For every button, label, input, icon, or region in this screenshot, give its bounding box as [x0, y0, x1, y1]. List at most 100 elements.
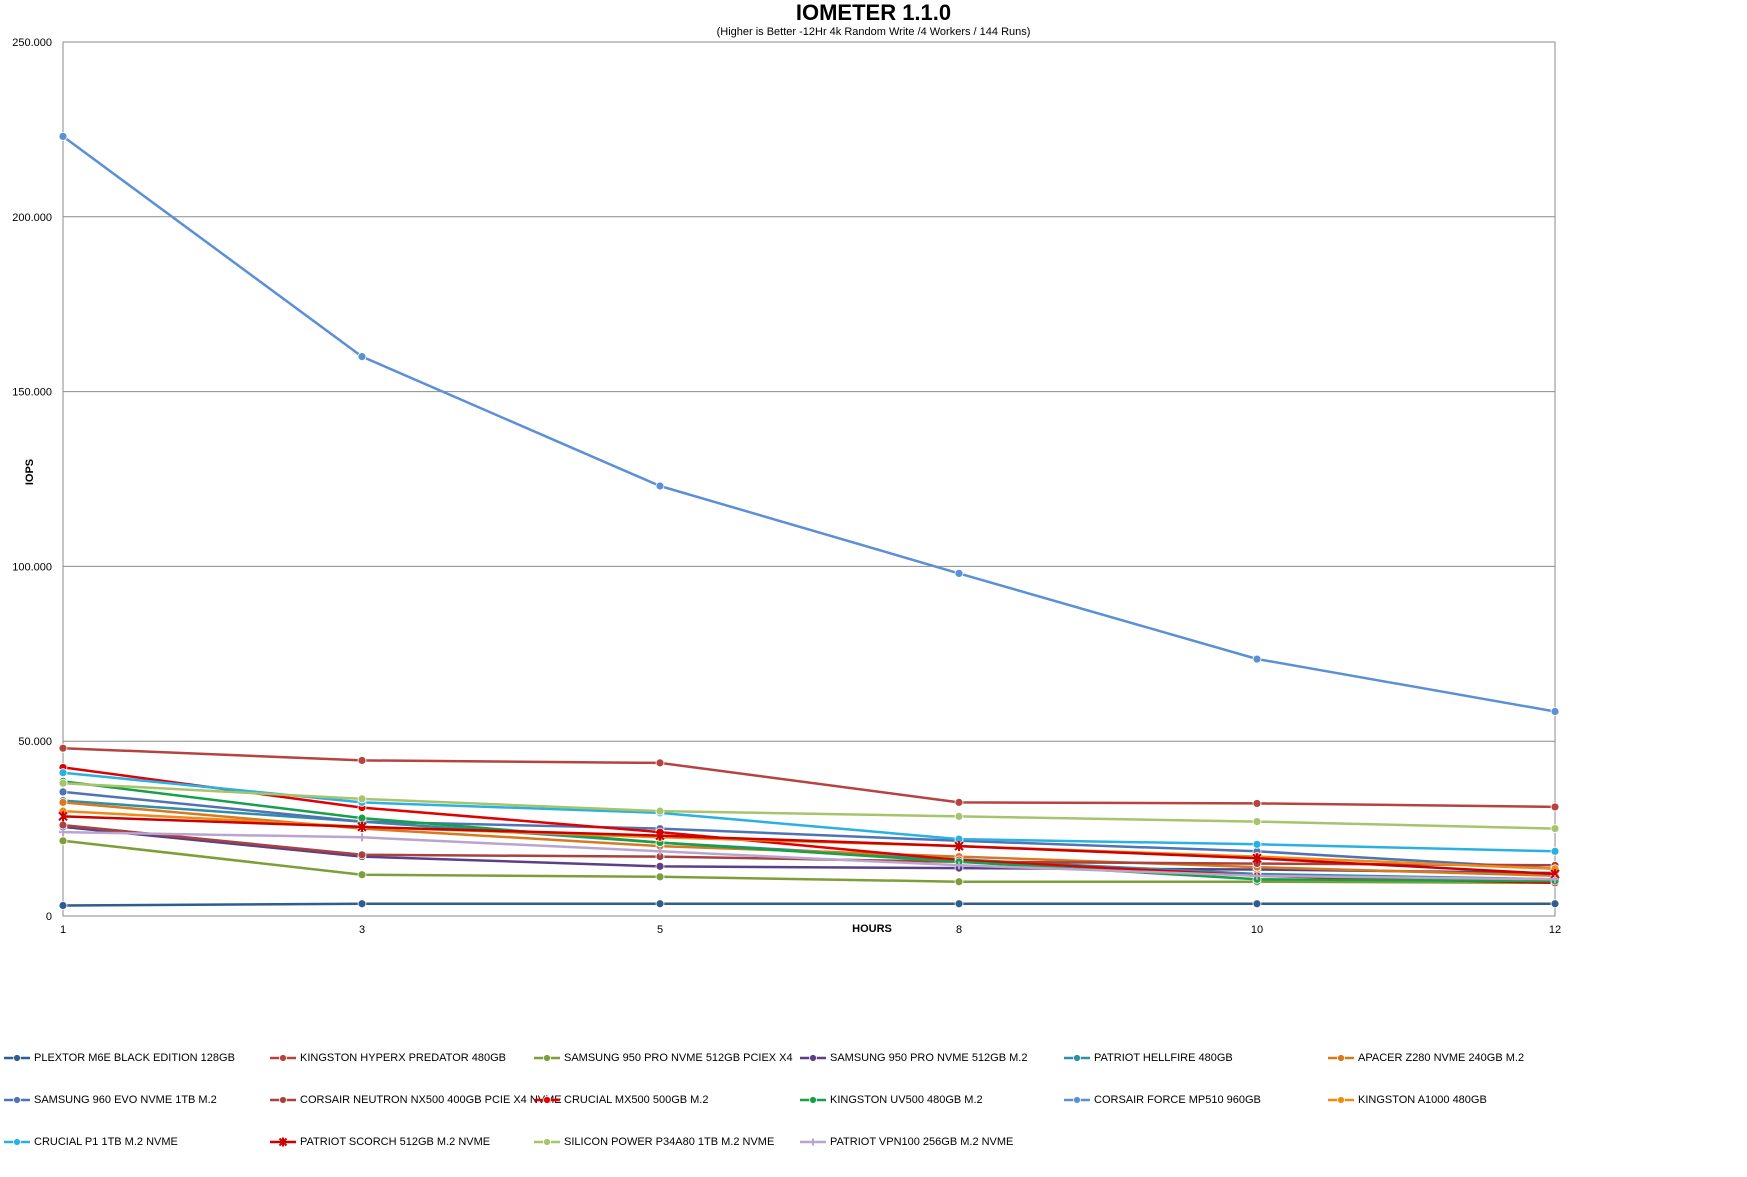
- legend-label: PLEXTOR M6E BLACK EDITION 128GB: [34, 1052, 235, 1064]
- data-point: [58, 131, 68, 141]
- legend-item: SILICON POWER P34A80 1TB M.2 NVME: [534, 1134, 774, 1150]
- data-point: [58, 836, 68, 846]
- data-point: [58, 778, 68, 788]
- legend-swatch: [1064, 1094, 1090, 1106]
- legend-swatch: [1064, 1052, 1090, 1064]
- data-point: [58, 797, 68, 807]
- series-line: [58, 131, 1560, 716]
- legend-swatch: [4, 1052, 30, 1064]
- legend-item: PLEXTOR M6E BLACK EDITION 128GB: [4, 1050, 235, 1066]
- data-point: [58, 768, 68, 778]
- data-point: [357, 899, 367, 909]
- data-point: [954, 877, 964, 887]
- series-line: [58, 778, 1560, 833]
- data-point: [655, 899, 665, 909]
- legend-label: KINGSTON UV500 480GB M.2: [830, 1094, 983, 1106]
- y-tick-label: 100.000: [12, 561, 52, 573]
- y-axis-title: IOPS: [24, 459, 36, 485]
- data-point: [955, 861, 963, 870]
- legend-item: KINGSTON UV500 480GB M.2: [800, 1092, 983, 1108]
- data-point: [58, 743, 68, 753]
- data-point: [59, 828, 67, 837]
- data-point: [1550, 846, 1560, 856]
- line-chart: 0 50.000 100.000 150.000 200.000 250.000 1 3 5 8…: [12, 37, 1561, 936]
- data-point: [1550, 899, 1560, 909]
- data-point: [655, 758, 665, 768]
- data-point: [1252, 853, 1262, 864]
- legend-label: SAMSUNG 950 PRO NVME 512GB M.2: [830, 1052, 1028, 1064]
- data-point: [655, 861, 665, 871]
- data-point: [58, 901, 68, 910]
- x-tick-label: 8: [956, 924, 962, 936]
- legend-item: CORSAIR NEUTRON NX500 400GB PCIE X4 NVME: [270, 1092, 562, 1108]
- series-path: [62, 781, 1556, 830]
- chart-title: IOMETER 1.1.0: [795, 0, 952, 25]
- x-tick-label: 12: [1549, 924, 1561, 936]
- data-point: [357, 850, 367, 860]
- data-point: [1550, 707, 1560, 716]
- x-tick-label: 10: [1251, 924, 1263, 936]
- chart-subtitle: (Higher is Better -12Hr 4k Random Write …: [716, 26, 1031, 38]
- legend-label: SAMSUNG 950 PRO NVME 512GB PCIEX X4: [564, 1052, 793, 1064]
- y-tick-label: 50.000: [18, 736, 52, 748]
- data-point: [954, 811, 964, 821]
- data-point: [1252, 839, 1262, 849]
- data-point: [357, 813, 367, 823]
- legend-swatch: [270, 1094, 296, 1106]
- data-point: [58, 811, 68, 822]
- data-point: [58, 820, 68, 830]
- series-line: [59, 828, 1559, 884]
- data-point: [1551, 875, 1559, 884]
- legend-label: SAMSUNG 960 EVO NVME 1TB M.2: [34, 1094, 217, 1106]
- legend-swatch: [1328, 1094, 1354, 1106]
- data-point: [1252, 654, 1262, 664]
- legend-item: KINGSTON HYPERX PREDATOR 480GB: [270, 1050, 506, 1066]
- legend-swatch: [4, 1094, 30, 1106]
- series-path: [62, 815, 1556, 876]
- legend-label: KINGSTON HYPERX PREDATOR 480GB: [300, 1052, 507, 1064]
- legend-label: KINGSTON A1000 480GB: [1358, 1094, 1487, 1106]
- series-path: [62, 790, 1556, 871]
- legend-item: CRUCIAL P1 1TB M.2 NVME: [4, 1134, 178, 1150]
- series-line: [58, 899, 1560, 910]
- legend-label: PATRIOT HELLFIRE 480GB: [1094, 1052, 1233, 1064]
- data-point: [1252, 799, 1262, 808]
- data-point: [1253, 871, 1261, 880]
- series-path: [62, 839, 1556, 885]
- series-path: [62, 746, 1556, 809]
- data-point: [954, 899, 964, 909]
- legend-item: PATRIOT VPN100 256GB M.2 NVME: [800, 1134, 1013, 1150]
- legend-item: SAMSUNG 950 PRO NVME 512GB M.2: [800, 1050, 1027, 1066]
- series-path: [62, 825, 1556, 875]
- data-point: [655, 830, 665, 841]
- series-path: [62, 780, 1556, 883]
- legend-item: CRUCIAL MX500 500GB M.2: [534, 1092, 708, 1108]
- legend-swatch: [534, 1094, 560, 1106]
- x-tick-label: 3: [359, 924, 365, 936]
- data-point: [358, 833, 366, 842]
- series-path: [62, 902, 1555, 907]
- plot-area: [62, 41, 1556, 917]
- series-path: [62, 830, 1556, 881]
- legend-label: CRUCIAL P1 1TB M.2 NVME: [34, 1136, 178, 1148]
- legend-label: PATRIOT SCORCH 512GB M.2 NVME: [300, 1136, 491, 1148]
- data-point: [954, 797, 964, 807]
- legend-label: CORSAIR FORCE MP510 960GB: [1094, 1094, 1261, 1106]
- legend-swatch: [1328, 1052, 1354, 1064]
- data-point: [1252, 817, 1262, 827]
- series-path: [62, 135, 1556, 713]
- series-line: [58, 743, 1560, 812]
- legend-swatch: [534, 1052, 560, 1064]
- legend-item: APACER Z280 NVME 240GB M.2: [1328, 1050, 1524, 1066]
- data-point: [357, 756, 367, 765]
- legend-swatch: [534, 1136, 560, 1148]
- data-point: [357, 352, 367, 362]
- legend-item: PATRIOT HELLFIRE 480GB: [1064, 1050, 1233, 1066]
- legend-swatch: [270, 1052, 296, 1064]
- data-point: [357, 870, 367, 880]
- data-point: [1550, 802, 1560, 812]
- legend-swatch: [800, 1052, 826, 1064]
- legend-label: PATRIOT VPN100 256GB M.2 NVME: [830, 1136, 1014, 1148]
- y-tick-label: 150.000: [12, 387, 52, 399]
- data-point: [656, 847, 664, 856]
